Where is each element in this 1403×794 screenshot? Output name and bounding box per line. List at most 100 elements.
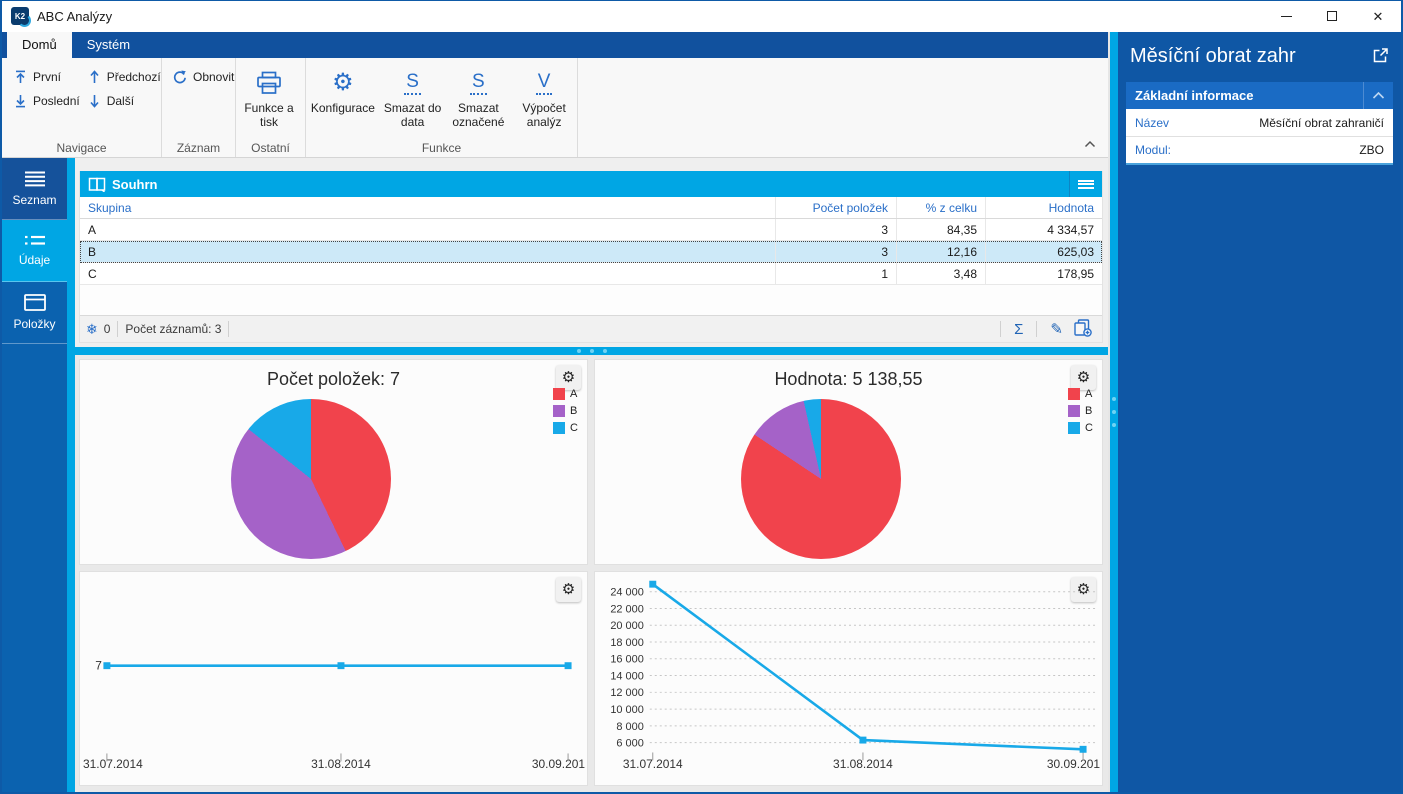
gear-icon: ⚙ <box>1076 369 1091 386</box>
next-button[interactable]: Další <box>84 89 165 113</box>
button-label: Další <box>106 94 135 108</box>
basic-info-card: Základní informace Název Měsíční obrat z… <box>1126 82 1393 165</box>
basic-info-header[interactable]: Základní informace <box>1126 82 1393 109</box>
close-button[interactable]: ✕ <box>1355 1 1401 31</box>
cell-group: C <box>88 266 97 281</box>
table-menu-button[interactable] <box>1069 171 1102 197</box>
group-label-ostatni: Ostatní <box>251 141 290 155</box>
legend-swatch <box>1068 388 1081 400</box>
line-chart: 31.07.2014 31.08.2014 30.09.201 24 000 22… <box>610 580 1100 771</box>
open-in-window-button[interactable] <box>1372 47 1389 67</box>
field-value: Měsíční obrat zahraničí <box>1259 115 1384 130</box>
edit-pencil-button[interactable]: ✎ <box>1050 321 1063 338</box>
splitter-grip <box>1112 397 1116 427</box>
sidebar-item-label: Seznam <box>12 192 57 207</box>
window-title: ABC Analýzy <box>37 8 113 24</box>
arrow-up-to-bar-icon <box>16 70 25 83</box>
button-label: Konfigurace <box>310 101 375 115</box>
y-axis-label: 7 <box>95 659 102 673</box>
x-tick-label: 30.09.201 <box>1047 757 1100 771</box>
table-column-header-row: Skupina Počet položek % z celku Hodnota <box>80 197 1102 219</box>
svg-text:12 000: 12 000 <box>610 687 643 699</box>
section-title: Základní informace <box>1135 88 1254 103</box>
sidebar: Seznam Údaje Položky <box>2 158 67 792</box>
table-row-selected[interactable]: B 3 12,16 625,03 <box>80 241 1102 263</box>
chart-legend: A B C <box>1068 388 1093 434</box>
button-label: Smazat do data <box>383 101 442 129</box>
sidebar-item-label: Položky <box>13 317 56 331</box>
chart-title: Počet položek: 7 <box>266 369 401 389</box>
ribbon-group-navigace: První Poslední Předchozí Další <box>2 58 162 157</box>
copy-add-button[interactable] <box>1069 318 1096 340</box>
printer-icon <box>256 68 282 98</box>
column-header-pocet-polozek[interactable]: Počet položek <box>775 197 896 218</box>
cell-count: 1 <box>775 263 896 284</box>
field-label: Název <box>1135 115 1170 130</box>
tab-domu[interactable]: Domů <box>7 32 72 58</box>
legend-item: B <box>553 405 578 417</box>
vypocet-analyz-button[interactable]: V Výpočet analýz <box>511 63 577 129</box>
line-chart: 7 31.07.2014 31.08.2014 30.09.201 <box>83 659 585 772</box>
letter-s-dotted-icon: S <box>470 71 487 95</box>
info-row-nazev: Název Měsíční obrat zahraničí <box>1126 109 1393 136</box>
table-header-bar: Souhrn <box>80 171 1102 197</box>
button-label: Smazat označené <box>452 101 505 129</box>
table-row[interactable]: A 3 84,35 4 334,57 <box>80 219 1102 241</box>
gear-icon: ⚙ <box>561 581 576 598</box>
frozen-counter: 0 <box>103 322 111 336</box>
funkce-a-tisk-button[interactable]: Funkce a tisk <box>236 63 302 129</box>
svg-text:16 000: 16 000 <box>610 654 643 666</box>
sum-button[interactable]: Σ <box>1014 320 1024 338</box>
button-label: Obnovit <box>193 70 235 84</box>
line-chart-count-panel: ⚙ 7 31.07.2014 31.08.2014 30.09.201 <box>79 571 588 786</box>
arrow-up-icon <box>90 70 99 83</box>
svg-text:10 000: 10 000 <box>610 704 643 716</box>
smazat-oznacene-button[interactable]: S Smazat označené <box>445 63 511 129</box>
horizontal-splitter[interactable] <box>75 347 1108 355</box>
sidebar-item-polozky[interactable]: Položky <box>2 282 67 344</box>
last-button[interactable]: Poslední <box>10 89 84 113</box>
smazat-do-data-button[interactable]: S Smazat do data <box>380 63 446 129</box>
x-tick-label: 31.07.2014 <box>83 757 143 771</box>
x-tick-label: 30.09.201 <box>532 757 585 771</box>
group-label-navigace: Navigace <box>56 141 107 155</box>
chart-settings-button[interactable]: ⚙ <box>1071 365 1096 390</box>
ribbon-group-funkce: ⚙ Konfigurace S Smazat do data S Smazat … <box>306 58 578 157</box>
column-header-procento[interactable]: % z celku <box>896 197 985 218</box>
tab-system[interactable]: Systém <box>86 37 131 52</box>
svg-text:18 000: 18 000 <box>610 637 643 649</box>
button-label: Poslední <box>33 94 80 108</box>
group-label-funkce: Funkce <box>421 141 462 155</box>
column-header-hodnota[interactable]: Hodnota <box>985 197 1102 218</box>
chart-settings-button[interactable]: ⚙ <box>1071 577 1096 602</box>
vertical-splitter[interactable] <box>1108 32 1118 792</box>
legend-swatch <box>553 388 566 400</box>
first-button[interactable]: První <box>10 65 84 89</box>
x-tick-label: 31.08.2014 <box>311 757 371 771</box>
konfigurace-button[interactable]: ⚙ Konfigurace <box>306 63 380 129</box>
cell-value: 178,95 <box>985 263 1102 284</box>
refresh-button[interactable]: Obnovit <box>168 65 238 89</box>
button-label: Předchozí <box>106 70 161 84</box>
collapse-ribbon-button[interactable] <box>1084 137 1096 151</box>
chart-title: Hodnota: 5 138,55 <box>774 369 923 389</box>
chart-settings-button[interactable]: ⚙ <box>556 577 581 602</box>
collapse-section-button[interactable] <box>1363 82 1393 109</box>
sidebar-item-udaje[interactable]: Údaje <box>2 220 67 282</box>
sidebar-item-seznam[interactable]: Seznam <box>2 158 67 220</box>
previous-button[interactable]: Předchozí <box>84 65 165 89</box>
snowflake-icon[interactable]: ❄ <box>86 320 98 337</box>
ribbon-tabstrip: Domů Systém <box>2 32 1108 58</box>
minimize-button[interactable] <box>1263 1 1309 31</box>
button-label: Výpočet analýz <box>522 101 566 129</box>
book-icon <box>88 177 106 192</box>
chart-settings-button[interactable]: ⚙ <box>556 365 581 390</box>
table-row[interactable]: C 1 3,48 178,95 <box>80 263 1102 285</box>
minimize-icon <box>1280 15 1292 17</box>
line-chart-value-panel: ⚙ 31.07.2014 31.08.2014 30.09.201 24 000… <box>594 571 1103 786</box>
chart-legend: A B C <box>553 388 578 434</box>
cell-group: A <box>88 222 97 237</box>
column-header-skupina[interactable]: Skupina <box>88 200 132 215</box>
maximize-button[interactable] <box>1309 1 1355 31</box>
